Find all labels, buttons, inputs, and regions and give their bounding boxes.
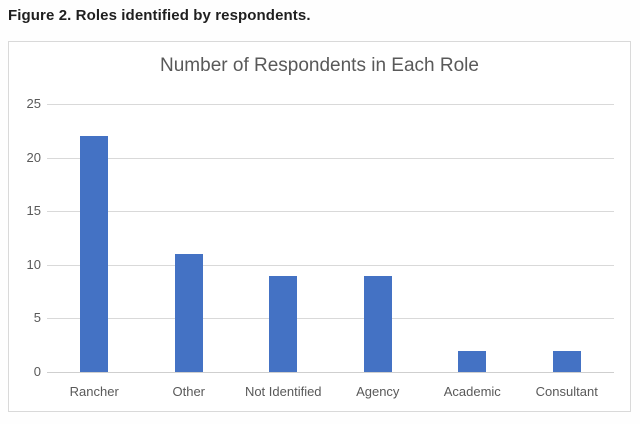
- gridline-y-0: [47, 372, 614, 373]
- bar-not-identified: [269, 275, 298, 372]
- x-tick-label-other: Other: [172, 384, 205, 399]
- chart-container: Number of Respondents in Each Role 0 5 10 1…: [8, 41, 631, 412]
- bar-other: [174, 254, 203, 372]
- bar-consultant: [552, 350, 581, 372]
- x-axis-labels: Rancher Other Not Identified Agency Academic…: [47, 383, 614, 401]
- y-tick-label-15: 15: [26, 203, 41, 219]
- bar-rancher: [80, 136, 109, 372]
- figure-caption: Figure 2. Roles identified by respondent…: [8, 7, 311, 24]
- bar-agency: [363, 275, 392, 372]
- gridline-y-15: [47, 211, 614, 213]
- x-tick-label-agency: Agency: [356, 384, 400, 399]
- y-tick-label-5: 5: [33, 310, 41, 326]
- x-tick-label-consultant: Consultant: [535, 384, 598, 399]
- x-tick-label-not-identified: Not Identified: [244, 384, 322, 399]
- gridline-y-5: [47, 318, 614, 320]
- bar-academic: [458, 350, 487, 372]
- plot-area: 0 5 10 15 20 25: [27, 96, 614, 379]
- y-tick-label-20: 20: [26, 149, 41, 165]
- gridline-y-10: [47, 264, 614, 266]
- x-tick-label-rancher: Rancher: [69, 384, 119, 399]
- chart-title: Number of Respondents in Each Role: [160, 55, 479, 76]
- gridline-y-25: [47, 104, 614, 105]
- y-tick-label-10: 10: [26, 256, 41, 272]
- y-tick-label-0: 0: [33, 364, 41, 379]
- gridline-y-20: [47, 157, 614, 159]
- y-tick-label-25: 25: [26, 96, 41, 111]
- x-tick-label-academic: Academic: [443, 384, 501, 399]
